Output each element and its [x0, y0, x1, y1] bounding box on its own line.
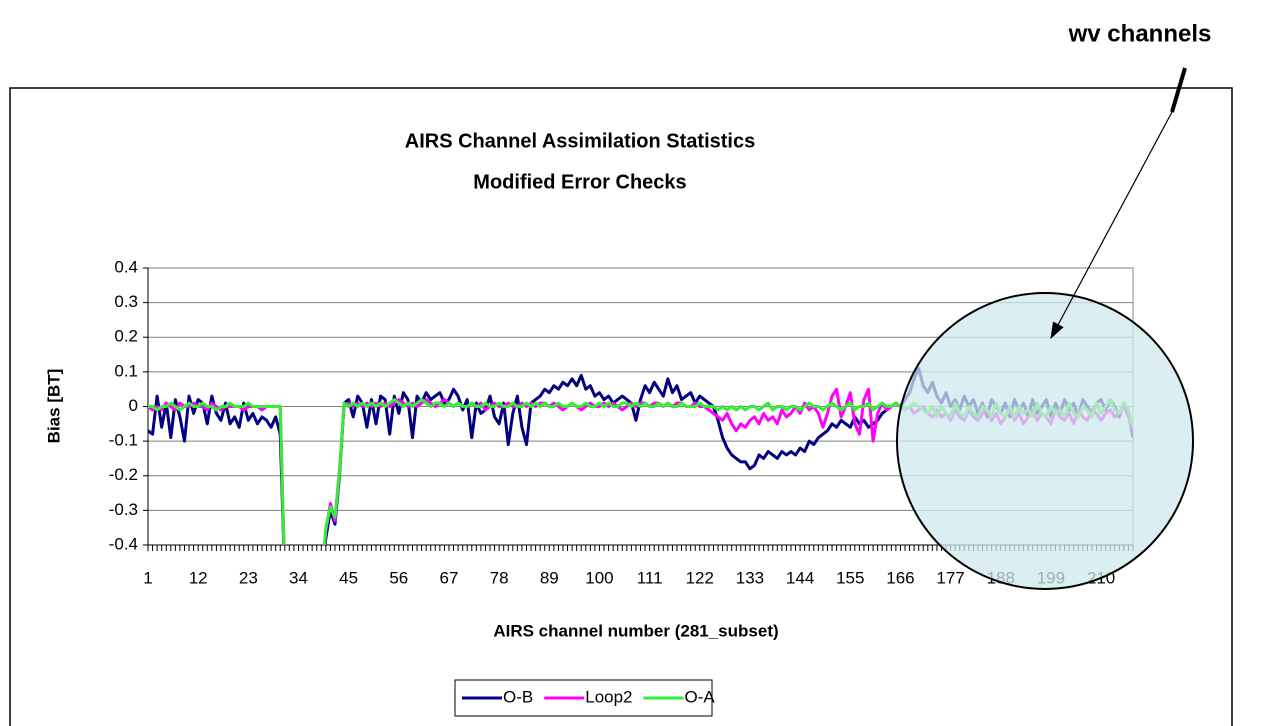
x-tick-label: 67 [440, 568, 459, 587]
x-tick-label: 78 [490, 568, 509, 587]
x-axis-label: AIRS channel number (281_subset) [493, 621, 778, 640]
x-tick-label: 177 [936, 568, 964, 587]
y-tick-label: 0.3 [114, 292, 138, 311]
y-tick-label: 0.4 [114, 257, 138, 276]
x-tick-label: 100 [585, 568, 613, 587]
annotation: wv channels [1068, 20, 1212, 47]
x-tick-label: 56 [389, 568, 408, 587]
annotation-arrow [1050, 111, 1173, 340]
x-tick-label: 122 [686, 568, 714, 587]
legend-label: Loop2 [585, 687, 632, 706]
x-tick-label: 34 [289, 568, 308, 587]
y-tick-label: 0 [129, 396, 138, 415]
x-tick-label: 111 [637, 568, 663, 587]
y-tick-label: 0.1 [114, 361, 138, 380]
x-tick-label: 45 [339, 568, 358, 587]
x-tick-label: 23 [239, 568, 258, 587]
y-tick-label: 0.2 [114, 327, 138, 346]
chart-subtitle: Modified Error Checks [473, 171, 686, 193]
x-tick-label: 155 [836, 568, 864, 587]
legend-label: O-A [685, 687, 716, 706]
x-tick-label: 1 [143, 568, 152, 587]
legend-label: O-B [503, 687, 533, 706]
y-tick-label: -0.2 [109, 465, 138, 484]
y-tick-label: -0.4 [109, 534, 138, 553]
chart-title: AIRS Channel Assimilation Statistics [405, 130, 755, 152]
x-tick-label: 133 [736, 568, 764, 587]
x-tick-label: 89 [540, 568, 559, 587]
x-tick-label: 166 [886, 568, 914, 587]
y-tick-label: -0.1 [109, 431, 138, 450]
annotation-pointer [1170, 67, 1187, 113]
x-tick-label: 144 [786, 568, 814, 587]
x-tick-label: 12 [189, 568, 208, 587]
y-axis-label: Bias [BT] [44, 369, 63, 444]
highlight-circle [896, 292, 1194, 590]
y-tick-label: -0.3 [109, 500, 138, 519]
